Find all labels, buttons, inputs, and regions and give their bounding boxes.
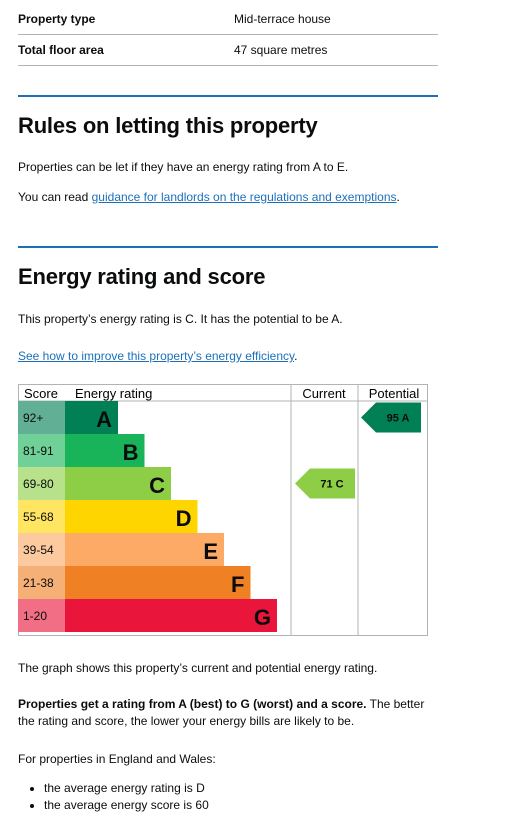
band-bar-f xyxy=(65,566,251,599)
band-bar-g xyxy=(65,599,277,632)
rating-explanation-bold: Properties get a rating from A (best) to… xyxy=(18,697,367,711)
energy-heading: Energy rating and score xyxy=(18,264,266,289)
score-cell-f xyxy=(18,566,65,599)
score-cell-d xyxy=(18,500,65,533)
rating-explanation-rest: The better the rating and score, the low… xyxy=(18,697,425,728)
list-item: the average energy rating is D xyxy=(44,780,209,797)
score-range-label: 92+ xyxy=(23,411,43,425)
letting-paragraph: Properties can be let if they have an en… xyxy=(18,160,349,174)
potential-rating-label: 95 A xyxy=(387,413,410,425)
rating-markers: 71 C 95 A xyxy=(295,402,421,499)
score-cell-c xyxy=(18,467,65,500)
property-summary: Property type Mid-terrace house Total fl… xyxy=(18,4,438,66)
regions-intro: For properties in England and Wales: xyxy=(18,752,216,766)
band-letter: G xyxy=(254,605,271,630)
band-bar-d xyxy=(65,500,198,533)
band-letter: D xyxy=(176,506,192,531)
score-cell-g xyxy=(18,599,65,632)
band-bar-b xyxy=(65,434,145,467)
current-rating-arrow xyxy=(295,468,355,499)
band-letter: A xyxy=(96,407,112,432)
score-cell-e xyxy=(18,533,65,566)
summary-value: 47 square metres xyxy=(234,43,328,57)
band-letter: B xyxy=(123,440,139,465)
current-header: Current xyxy=(302,386,346,401)
guidance-link[interactable]: guidance for landlords on the regulation… xyxy=(91,190,397,204)
graph-note: The graph shows this property’s current … xyxy=(18,661,378,675)
averages-list: the average energy rating is D the avera… xyxy=(18,780,209,814)
rating-explanation: Properties get a rating from A (best) to… xyxy=(18,696,438,730)
band-bar-e xyxy=(65,533,224,566)
score-cell-a xyxy=(18,401,65,434)
score-range-label: 21-38 xyxy=(23,576,54,590)
improve-efficiency-link[interactable]: See how to improve this property’s energ… xyxy=(18,349,295,363)
section-divider xyxy=(18,95,438,97)
score-range-label: 69-80 xyxy=(23,477,54,491)
guidance-prefix: You can read xyxy=(18,190,92,204)
summary-value: Mid-terrace house xyxy=(234,12,331,26)
score-range-label: 81-91 xyxy=(23,444,54,458)
band-letter: F xyxy=(231,572,244,597)
band-letter: C xyxy=(149,473,165,498)
score-range-label: 55-68 xyxy=(23,510,54,524)
improve-paragraph: See how to improve this property’s energ… xyxy=(18,348,438,365)
score-range-label: 39-54 xyxy=(23,543,54,557)
energy-rating-chart: Score Energy rating Current Potential 92… xyxy=(18,384,428,636)
improve-suffix: . xyxy=(294,349,298,363)
potential-header: Potential xyxy=(369,386,420,401)
summary-row-floor-area: Total floor area 47 square metres xyxy=(18,35,438,66)
summary-label: Total floor area xyxy=(18,43,104,57)
score-header: Score xyxy=(24,386,58,401)
band-letter: E xyxy=(203,539,218,564)
letting-heading: Rules on letting this property xyxy=(18,113,318,138)
current-rating-label: 71 C xyxy=(320,479,343,491)
energy-intro: This property’s energy rating is C. It h… xyxy=(18,312,343,326)
section-divider xyxy=(18,246,438,248)
summary-label: Property type xyxy=(18,12,96,26)
score-cell-b xyxy=(18,434,65,467)
guidance-paragraph: You can read guidance for landlords on t… xyxy=(18,189,438,206)
list-item: the average energy score is 60 xyxy=(44,797,209,814)
summary-row-property-type: Property type Mid-terrace house xyxy=(18,4,438,35)
score-range-label: 1-20 xyxy=(23,609,47,623)
potential-rating-arrow xyxy=(361,402,421,433)
band-bar-a xyxy=(65,401,118,434)
rating-bands: 92+ A 81-91 B 69-80 C 55-68 D 39-54 E 21-38 F 1-20 G xyxy=(18,401,277,632)
guidance-suffix: . xyxy=(396,190,400,204)
energy-rating-header: Energy rating xyxy=(75,386,152,401)
band-bar-c xyxy=(65,467,171,500)
